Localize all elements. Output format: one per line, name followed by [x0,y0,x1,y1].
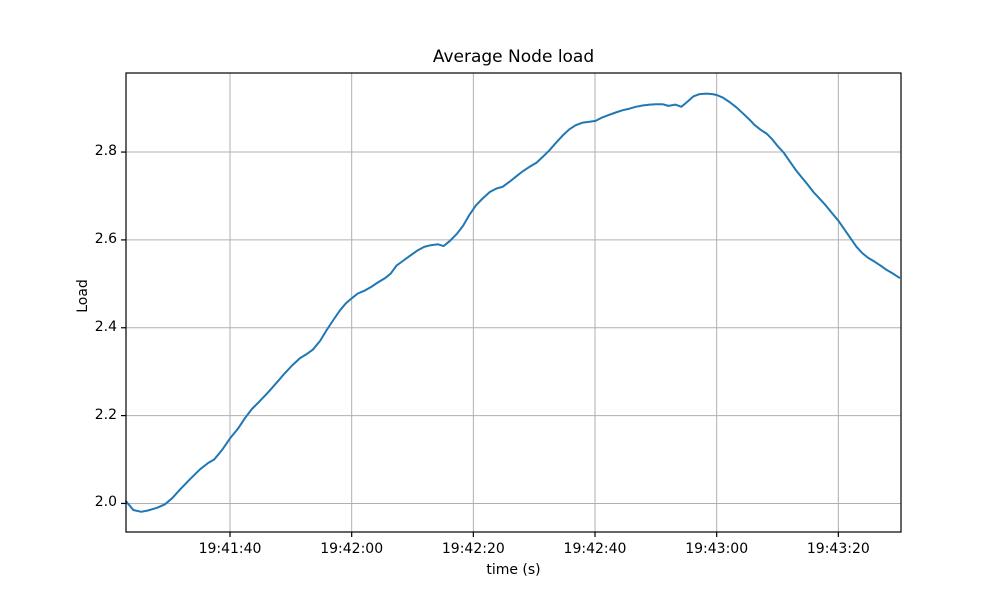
load-line [125,92,901,513]
chart-title: Average Node load [432,47,595,67]
x-tick-label: 19:42:20 [441,541,505,557]
x-tick-label: 19:43:20 [806,541,870,557]
x-tick-label: 19:41:40 [198,541,262,557]
x-axis-label: time (s) [486,562,541,578]
y-tick-label: 2.4 [94,318,117,335]
x-tick-label: 19:42:40 [563,541,627,557]
x-tick-label: 19:43:00 [685,541,749,557]
y-tick-label: 2.0 [94,494,117,511]
x-tick-label: 19:42:00 [320,541,384,557]
plot-border [125,72,902,533]
y-tick-label: 2.8 [94,143,117,160]
y-tick-label: 2.6 [94,230,117,247]
y-tick-label: 2.2 [94,406,117,423]
